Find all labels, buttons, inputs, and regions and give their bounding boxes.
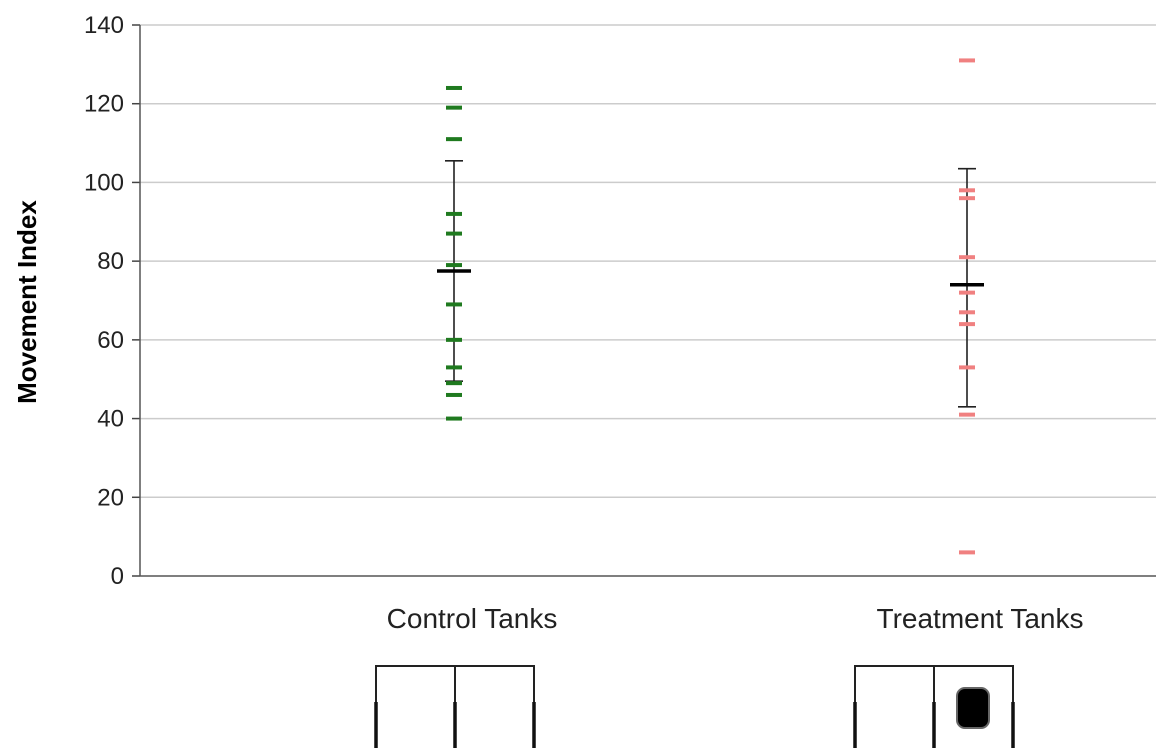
tank-diagrams (374, 665, 1015, 748)
x-category-label: Control Tanks (387, 603, 558, 634)
gridlines (140, 24, 1156, 499)
y-tick-label: 40 (97, 406, 124, 433)
data-points (446, 58, 975, 555)
axis-labels: 0 20 40 60 80 100 120 140 Control Tanks Treatment… (84, 12, 1084, 634)
y-tick-label: 0 (111, 563, 124, 590)
y-tick-label: 100 (84, 169, 124, 196)
error-bars (445, 159, 976, 408)
tank-diagram-treatment-icon (853, 665, 1015, 748)
tank-object-icon (956, 687, 990, 729)
mean-markers (437, 269, 984, 287)
tank-diagram-control-icon (374, 665, 536, 748)
y-tick-label: 60 (97, 327, 124, 354)
y-tick-label: 120 (84, 91, 124, 118)
y-tick-label: 80 (97, 248, 124, 275)
y-tick-label: 20 (97, 484, 124, 511)
y-tick-label: 140 (84, 12, 124, 39)
axes (132, 24, 1156, 577)
x-category-label: Treatment Tanks (877, 603, 1084, 634)
y-axis-title: Movement Index (12, 200, 42, 404)
